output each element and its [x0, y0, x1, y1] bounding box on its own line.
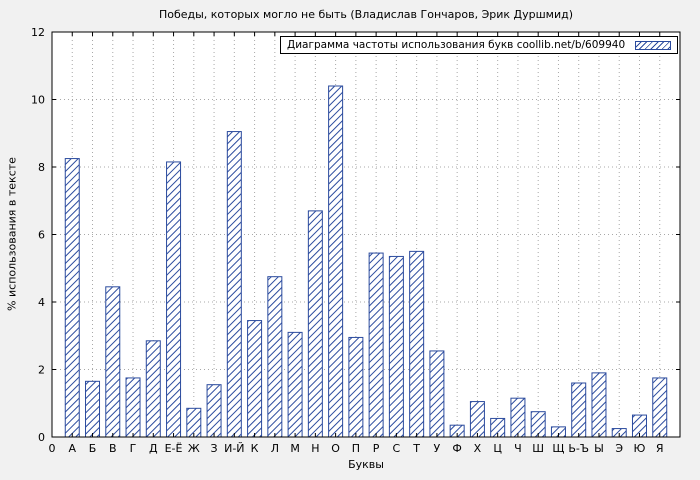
- x-tick-label: Т: [412, 442, 420, 455]
- x-tick-label: Р: [373, 442, 380, 455]
- bar-Я: [652, 377, 668, 438]
- y-tick-label: 4: [38, 296, 45, 309]
- bar-А: [64, 158, 80, 438]
- x-tick-label: Ц: [493, 442, 502, 455]
- y-tick-label: 10: [31, 94, 45, 107]
- bar-Н: [307, 210, 323, 438]
- bar-Ч: [510, 397, 526, 438]
- x-tick-label: М: [290, 442, 300, 455]
- bar-У: [429, 350, 445, 438]
- x-tick-label: К: [251, 442, 259, 455]
- x-tick-label: Ш: [532, 442, 544, 455]
- y-tick-label: 6: [38, 229, 45, 242]
- x-tick-label: Е-Ё: [165, 442, 183, 455]
- y-tick-labels: 0 2 4 6 8 10 12: [31, 26, 45, 444]
- legend-hatch-swatch-icon: [635, 40, 671, 50]
- x-tick-label: Н: [311, 442, 319, 455]
- x-tick-label: Х: [474, 442, 482, 455]
- x-tick-label: Ж: [188, 442, 200, 455]
- bar-В: [105, 286, 121, 438]
- x-tick-label: Щ: [552, 442, 564, 455]
- x-tick-label: С: [393, 442, 401, 455]
- bar-И-Й: [226, 131, 242, 438]
- x-tick-label: В: [109, 442, 117, 455]
- x-tick-label: П: [352, 442, 360, 455]
- bar-Г: [125, 377, 141, 438]
- bar-Е-Ё: [166, 161, 182, 438]
- bar-М: [287, 331, 303, 438]
- x-tick-label: Я: [656, 442, 664, 455]
- x-tick-label: О: [331, 442, 340, 455]
- x-axis-label: Буквы: [348, 458, 384, 471]
- tick-marks: [51, 31, 680, 438]
- bar-П: [348, 336, 364, 438]
- bar-О: [328, 85, 344, 438]
- x-tick-label: Л: [271, 442, 279, 455]
- legend: Диаграмма частоты использования букв coo…: [280, 36, 678, 54]
- x-tick-label: Д: [149, 442, 158, 455]
- x-tick-label: У: [434, 442, 441, 455]
- bar-Б: [85, 380, 101, 438]
- bar-Т: [409, 250, 425, 438]
- y-tick-label: 8: [38, 161, 45, 174]
- y-tick-label: 0: [38, 431, 45, 444]
- x-tick-label: Ы: [594, 442, 604, 455]
- bar-Х: [469, 401, 485, 438]
- x-tick-label: Г: [130, 442, 137, 455]
- bar-К: [247, 320, 263, 438]
- chart-title: Победы, которых могло не быть (Владислав…: [158, 8, 574, 21]
- bar-С: [388, 255, 404, 438]
- x-tick-label-origin: 0: [49, 442, 56, 455]
- bar-Ж: [186, 407, 202, 438]
- bar-Р: [368, 252, 384, 438]
- x-tick-label: Б: [89, 442, 97, 455]
- x-tick-label: И-Й: [224, 442, 244, 455]
- x-tick-label: Ф: [452, 442, 461, 455]
- x-tick-label: А: [68, 442, 76, 455]
- bar-Л: [267, 276, 283, 438]
- x-tick-label: Э: [615, 442, 623, 455]
- y-tick-label: 2: [38, 364, 45, 377]
- y-axis-label: % использования в тексте: [5, 157, 19, 311]
- x-tick-label: Ю: [634, 442, 646, 455]
- y-tick-label: 12: [31, 26, 45, 39]
- x-tick-label: З: [211, 442, 218, 455]
- bar-Д: [145, 340, 161, 438]
- bar-Ь-Ъ: [571, 382, 587, 438]
- legend-label: Диаграмма частоты использования букв coo…: [287, 39, 626, 51]
- bar-Ы: [591, 372, 607, 438]
- x-tick-label: Ь-Ъ: [568, 442, 589, 455]
- x-tick-labels: 0 А Б В Г Д Е-Ё Ж З И-Й К Л М Н О П Р С Т У Ф Х Ц Ч Ш Щ Ь-Ъ Ы Э Ю Я: [49, 442, 664, 455]
- bar-З: [206, 384, 222, 438]
- x-tick-label: Ч: [514, 442, 522, 455]
